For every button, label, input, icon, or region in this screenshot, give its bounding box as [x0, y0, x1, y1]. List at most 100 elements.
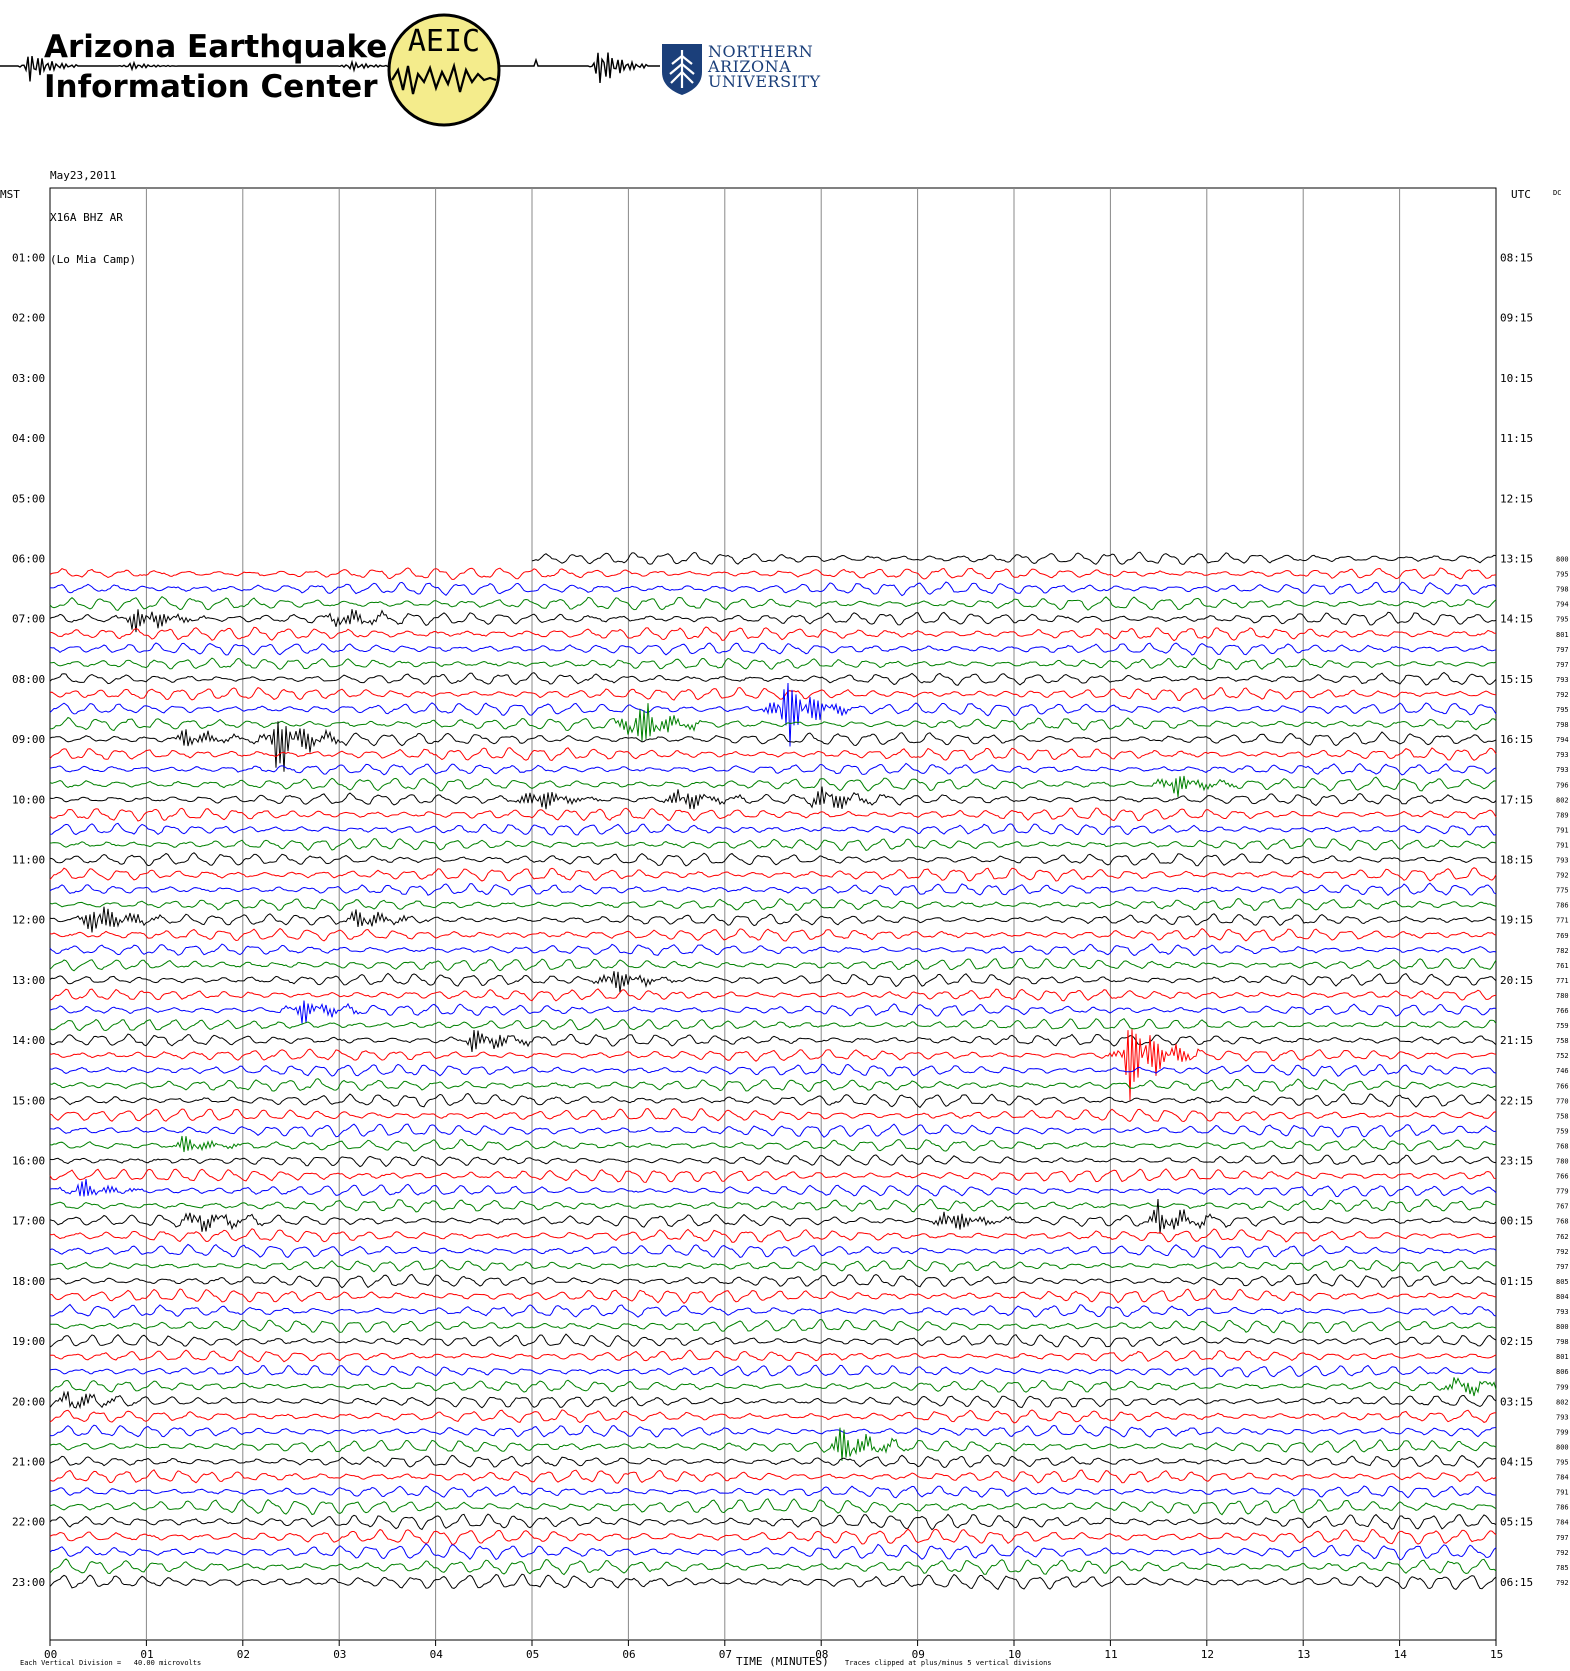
dc-value: 785 — [1556, 1564, 1569, 1572]
dc-value: 786 — [1556, 902, 1569, 910]
dc-value: 794 — [1556, 736, 1569, 744]
dc-value: 759 — [1556, 1127, 1569, 1135]
seismic-trace-row — [49, 671, 1497, 686]
dc-value: 792 — [1556, 1248, 1569, 1256]
utc-hour-label: 04:15 — [1500, 1456, 1533, 1469]
utc-hour-label: 16:15 — [1500, 733, 1533, 746]
seismic-trace-row — [49, 1030, 1497, 1052]
dc-value: 802 — [1556, 796, 1569, 804]
seismic-trace-row — [49, 1273, 1497, 1289]
seismic-trace-row — [49, 838, 1497, 851]
utc-axis-title: UTC — [1511, 188, 1531, 201]
dc-value: 769 — [1556, 932, 1569, 940]
seismic-trace-row — [49, 1349, 1497, 1363]
mst-hour-label: 10:00 — [12, 793, 45, 806]
seismic-trace-row — [50, 657, 1497, 671]
seismic-trace-row — [49, 1228, 1497, 1243]
mst-hour-label: 06:00 — [12, 553, 45, 566]
x-tick-label: 11 — [1104, 1648, 1117, 1661]
seismic-trace-row — [49, 1454, 1497, 1469]
mst-hour-label: 20:00 — [12, 1395, 45, 1408]
utc-hour-label: 00:15 — [1500, 1215, 1533, 1228]
dc-value: 792 — [1556, 691, 1569, 699]
university-name: NORTHERN ARIZONA UNIVERSITY — [708, 44, 821, 90]
mst-hour-label: 08:00 — [12, 673, 45, 686]
header-seismic-trace — [0, 52, 660, 84]
utc-hour-label: 03:15 — [1500, 1395, 1533, 1408]
seismic-trace-row — [49, 988, 1497, 1002]
seismic-trace-row — [49, 1078, 1497, 1092]
x-tick-label: 15 — [1490, 1648, 1503, 1661]
utc-hour-label: 23:15 — [1500, 1155, 1533, 1168]
x-tick-label: 01 — [140, 1648, 153, 1661]
dc-value: 784 — [1556, 1519, 1569, 1527]
mst-hour-label: 22:00 — [12, 1516, 45, 1529]
mst-hour-label: 12:00 — [12, 914, 45, 927]
seismic-trace-row — [49, 822, 1497, 836]
dc-value: 792 — [1556, 1579, 1569, 1587]
dc-value: 758 — [1556, 1112, 1569, 1120]
seismic-trace-row — [49, 609, 1497, 633]
seismic-trace-row — [49, 581, 1497, 597]
station-site: (Lo Mia Camp) — [50, 253, 137, 266]
seismic-trace-row — [49, 957, 1497, 972]
mst-hour-label: 03:00 — [12, 372, 45, 385]
seismic-trace-row — [49, 1377, 1497, 1397]
seismic-trace-row — [49, 1364, 1497, 1378]
title-line-1: Arizona Earthquake — [44, 29, 388, 65]
mst-hour-label: 05:00 — [12, 492, 45, 505]
seismic-trace-row — [49, 1017, 1497, 1032]
dc-value: 800 — [1556, 556, 1569, 564]
x-tick-label: 05 — [526, 1648, 539, 1661]
dc-value: 792 — [1556, 1549, 1569, 1557]
seismic-trace-row — [49, 927, 1497, 942]
seismic-trace-row — [49, 721, 1497, 772]
dc-value: 793 — [1556, 676, 1569, 684]
seismic-trace-row — [49, 567, 1497, 580]
seismic-trace-row — [49, 762, 1497, 776]
mst-hour-label: 02:00 — [12, 312, 45, 325]
dc-value: 805 — [1556, 1278, 1569, 1286]
station-date: May23,2011 — [50, 169, 117, 182]
seismic-trace-row — [49, 682, 1497, 747]
utc-hour-label: 15:15 — [1500, 673, 1533, 686]
header-trace-line — [0, 52, 660, 84]
x-tick-label: 00 — [44, 1648, 57, 1661]
seismic-trace-row — [49, 906, 1496, 933]
dc-value: 795 — [1556, 571, 1569, 579]
dc-value: 799 — [1556, 1383, 1569, 1391]
dc-value: 798 — [1556, 721, 1569, 729]
station-channel: X16A BHZ AR — [50, 211, 123, 224]
university-line-2: ARIZONA — [708, 57, 792, 76]
seismic-trace-row — [49, 898, 1497, 912]
seismic-trace-row — [49, 626, 1497, 642]
utc-hour-label: 14:15 — [1500, 613, 1533, 626]
dc-value: 798 — [1556, 1338, 1569, 1346]
utc-hour-label: 21:15 — [1500, 1034, 1533, 1047]
dc-value: 795 — [1556, 616, 1569, 624]
dc-value: 800 — [1556, 1323, 1569, 1331]
dc-value: 795 — [1556, 1459, 1569, 1467]
seismic-trace-row — [49, 1427, 1497, 1461]
seismic-trace-row — [49, 1198, 1497, 1234]
dc-value: 797 — [1556, 646, 1569, 654]
utc-hour-label: 20:15 — [1500, 974, 1533, 987]
x-tick-label: 10 — [1008, 1648, 1021, 1661]
dc-value: 761 — [1556, 962, 1569, 970]
dc-axis-title: DC — [1553, 189, 1561, 197]
dc-value: 746 — [1556, 1067, 1569, 1075]
seismic-trace-row — [50, 1318, 1497, 1334]
mst-hour-label: 09:00 — [12, 733, 45, 746]
dc-value: 791 — [1556, 1489, 1569, 1497]
dc-value: 797 — [1556, 1534, 1569, 1542]
dc-value: 771 — [1556, 977, 1569, 985]
dc-value: 793 — [1556, 751, 1569, 759]
dc-value: 801 — [1556, 1353, 1569, 1361]
dc-value: 766 — [1556, 1082, 1569, 1090]
utc-hour-label: 22:15 — [1500, 1094, 1533, 1107]
seismic-trace-row — [49, 1028, 1497, 1101]
utc-hour-label: 17:15 — [1500, 793, 1533, 806]
seismic-trace-row — [49, 882, 1497, 896]
seismic-trace-row — [49, 1333, 1497, 1348]
footer-clip-note: Traces clipped at plus/minus 5 vertical … — [845, 1659, 1052, 1667]
